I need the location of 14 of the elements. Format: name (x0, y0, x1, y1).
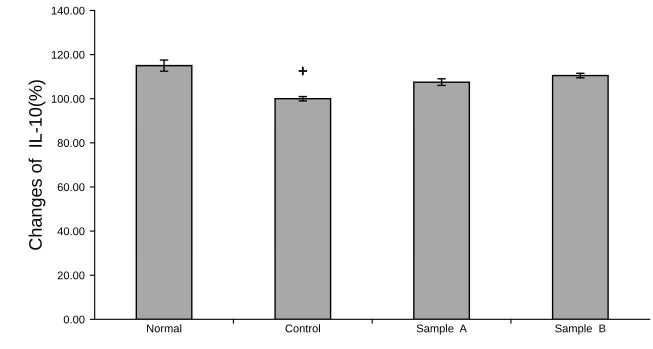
annotation: + (298, 66, 308, 76)
y-tick-label: 100.00 (52, 94, 85, 103)
y-tick-label: 40.00 (57, 227, 85, 236)
x-tick-label: Sample B (555, 324, 606, 335)
y-tick-label: 140.00 (52, 6, 85, 15)
y-tick-label: 60.00 (58, 183, 85, 192)
x-tick-label: Normal (147, 324, 182, 332)
y-axis-title: Changes of IL-10(%) (28, 80, 46, 250)
y-tick-label: 80.00 (58, 139, 85, 147)
x-tick-label: Control (285, 324, 320, 332)
y-tick-label: 120.00 (52, 50, 85, 59)
x-tick-label: Sample A (416, 324, 467, 335)
y-tick-label: 20.00 (58, 271, 85, 280)
y-tick-label: 0.00 (64, 316, 85, 324)
